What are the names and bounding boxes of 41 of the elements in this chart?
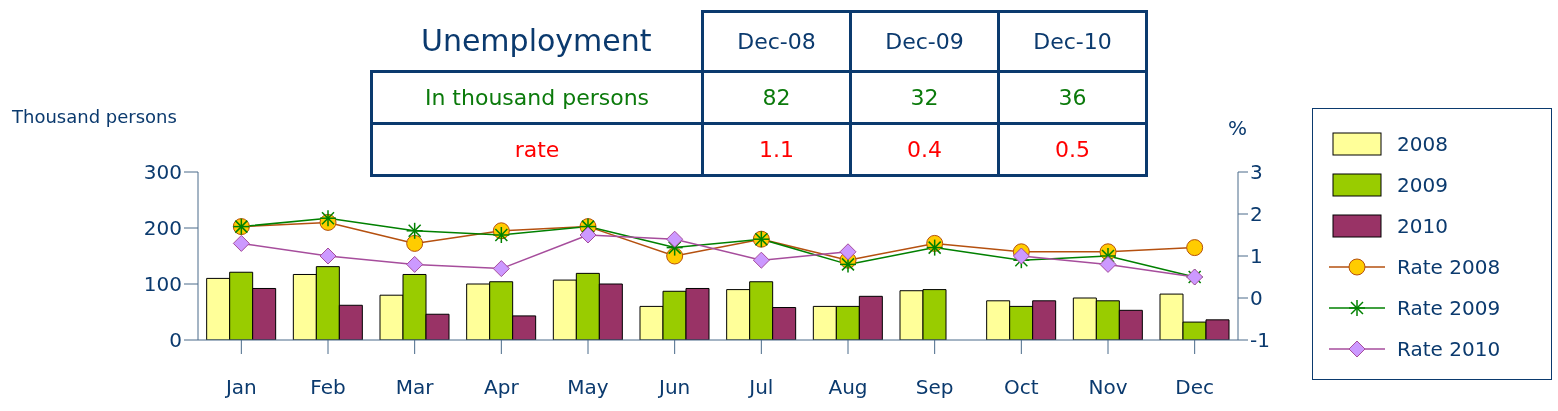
y-tick-label: 300 [143,160,182,185]
legend-label: Rate 2008 [1397,254,1501,279]
x-tick-label: Feb [310,375,346,400]
legend-label: 2008 [1397,131,1448,156]
x-tick-label: Aug [828,375,868,400]
x-tick-label: Jun [657,375,691,400]
y2-axis-title: % [1228,116,1248,140]
y-tick-label: 200 [143,216,182,241]
text: 1.1 [702,123,851,176]
y2-tick-label: 0 [1250,286,1263,311]
y-axis-title: Thousand persons [12,106,177,127]
x-tick-label: Jan [223,375,257,400]
x-tick-label: Nov [1088,375,1128,400]
x-tick-label: Mar [395,375,435,400]
y2-tick-label: 3 [1250,160,1263,185]
text: Dec-10 [998,11,1147,72]
y2-tick-label: 2 [1250,202,1263,227]
text: 82 [702,71,851,124]
y-tick-label: 100 [143,272,182,297]
text: Dec-09 [850,11,999,72]
text: 36 [998,71,1147,124]
x-tick-label: Apr [484,375,520,400]
text: 0.4 [850,123,999,176]
x-tick-label: May [567,375,609,400]
text: Unemployment [371,11,703,72]
legend-label: 2010 [1397,213,1448,238]
text: Dec-08 [702,11,851,72]
text: rate [371,123,703,176]
legend-label: Rate 2010 [1397,336,1501,361]
x-tick-label: Sep [915,375,954,400]
x-tick-label: Oct [1004,375,1039,400]
text: 32 [850,71,999,124]
x-tick-label: Jul [747,375,774,400]
y2-tick-label: -1 [1250,328,1270,353]
y-tick-label: 0 [169,328,182,353]
x-tick-label: Dec [1175,375,1215,400]
y2-tick-label: 1 [1250,244,1263,269]
text: 0.5 [998,123,1147,176]
legend-label: Rate 2009 [1397,295,1501,320]
text: In thousand persons [371,71,703,124]
legend-label: 2009 [1397,172,1448,197]
